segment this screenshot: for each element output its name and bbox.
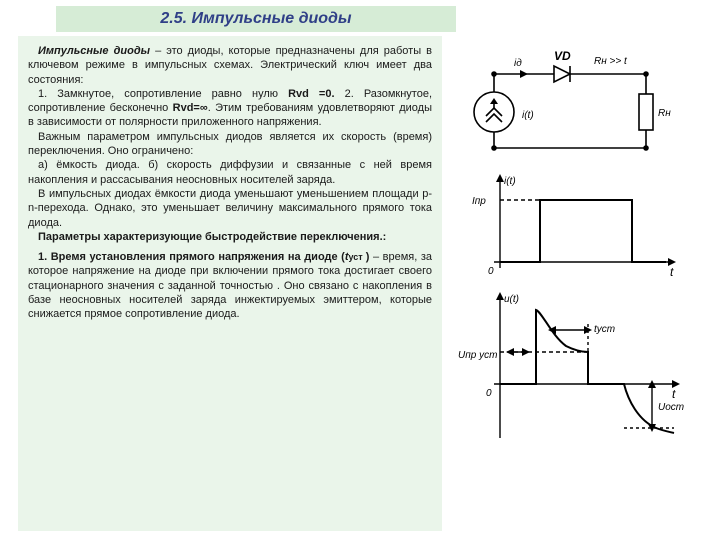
p2d: Rvd=∞ xyxy=(173,102,208,114)
p7c: уст xyxy=(349,252,366,262)
circuit-diagram: iд VD Rн >> t i(t) Rн xyxy=(456,44,686,164)
section-title-bar: 2.5. Импульсные диоды xyxy=(56,6,456,32)
g2-tust: tуст xyxy=(594,324,615,335)
para-4: а) ёмкость диода. б) скорость диффузии и… xyxy=(28,158,432,187)
figure-area: iд VD Rн >> t i(t) Rн i(t) Iпр 0 t xyxy=(456,44,708,484)
label-rn: Rн xyxy=(658,108,671,119)
para-5: В импульсных диодах ёмкости диода уменьш… xyxy=(28,187,432,230)
g1-t: t xyxy=(670,265,674,279)
g2-t: t xyxy=(672,387,676,401)
g1-ipr: Iпр xyxy=(472,196,486,207)
label-it: i(t) xyxy=(522,110,534,121)
graph-current: i(t) Iпр 0 t xyxy=(456,168,686,288)
p2a: 1. Замкнутое, сопротивление равно нулю xyxy=(38,88,288,100)
g1-origin: 0 xyxy=(488,266,494,277)
term-bold: Импульсные диоды xyxy=(38,45,150,57)
g2-y-top: u(t) xyxy=(504,294,519,305)
p7a: 1. Время установления прямого напряжения… xyxy=(38,251,345,263)
para-6: Параметры характеризующие быстродействие… xyxy=(28,230,432,244)
section-title: 2.5. Импульсные диоды xyxy=(160,10,351,28)
label-rn-cond: Rн >> t xyxy=(594,56,628,67)
para-2: 1. Замкнутое, сопротивление равно нулю R… xyxy=(28,87,432,130)
para-3: Важным параметром импульсных диодов явля… xyxy=(28,130,432,159)
graph-voltage: u(t) tуст Uпр уст 0 t Uост xyxy=(456,288,686,458)
label-id: iд xyxy=(514,58,522,69)
body-text-block: Импульсные диоды – это диоды, которые пр… xyxy=(18,36,442,531)
label-vd: VD xyxy=(554,49,571,63)
p2b: Rvd =0. xyxy=(288,88,345,100)
para-1: Импульсные диоды – это диоды, которые пр… xyxy=(28,44,432,87)
p7d: ) xyxy=(366,251,373,263)
g2-origin: 0 xyxy=(486,388,492,399)
para-7: 1. Время установления прямого напряжения… xyxy=(28,250,432,321)
g1-y-top: i(t) xyxy=(504,176,516,187)
g2-uost: Uост xyxy=(658,402,684,413)
g2-upr: Uпр уст xyxy=(458,350,497,361)
